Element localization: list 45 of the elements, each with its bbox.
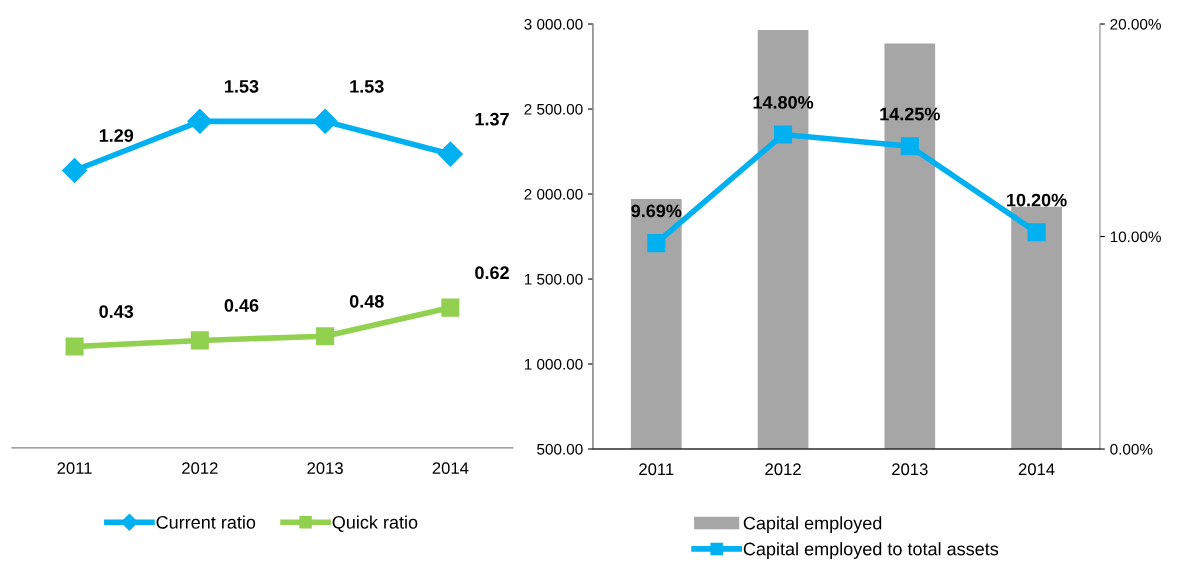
data-label: 10.20%	[1007, 193, 1067, 207]
data-label: 0.62	[475, 266, 509, 280]
x-tick-label: 2014	[432, 462, 469, 475]
point	[1027, 223, 1046, 242]
point	[774, 125, 793, 144]
point	[65, 337, 84, 356]
legend-label: Capital employed to total assets	[743, 542, 999, 559]
data-label: 1.29	[99, 129, 134, 142]
legend-label: Quick ratio	[332, 515, 418, 532]
point	[316, 327, 335, 346]
x-tick-label: 2011	[639, 463, 674, 476]
data-label: 1.53	[350, 80, 384, 93]
data-label: 14.80%	[753, 95, 814, 109]
point	[647, 234, 666, 253]
data-label: 1.37	[475, 112, 509, 126]
point	[187, 108, 213, 134]
y-tick-label: 500.00	[537, 443, 583, 455]
x-tick-label: 2012	[182, 462, 218, 475]
legend-label: Current ratio	[156, 515, 256, 529]
data-label: 14.25%	[880, 107, 940, 121]
point	[312, 108, 338, 134]
x-tick-label: 2011	[57, 462, 92, 475]
y-tick-label: 2 000.00	[524, 188, 583, 200]
y2-tick-label: 10.00%	[1110, 231, 1161, 243]
legend-label: Capital employed	[743, 516, 882, 534]
y-tick-label: 1 500.00	[524, 273, 583, 285]
data-label: 0.46	[224, 299, 259, 312]
x-tick-label: 2013	[307, 462, 343, 475]
y2-tick-label: 20.00%	[1110, 18, 1161, 30]
point	[441, 298, 460, 317]
data-label: 9.69%	[631, 204, 682, 218]
point	[62, 158, 88, 183]
point	[437, 141, 463, 167]
x-tick-label: 2013	[892, 463, 928, 476]
point	[900, 137, 919, 156]
y2-tick-label: 0.00%	[1110, 443, 1153, 455]
data-label: 0.43	[99, 305, 134, 318]
point	[190, 331, 209, 350]
x-tick-label: 2012	[765, 463, 801, 476]
y-tick-label: 1 000.00	[524, 358, 583, 370]
y-tick-label: 3 000.00	[524, 18, 583, 30]
data-label: 1.53	[225, 80, 259, 93]
x-tick-label: 2014	[1018, 463, 1055, 476]
y-tick-label: 2 500.00	[524, 103, 583, 115]
data-label: 0.48	[349, 294, 384, 308]
